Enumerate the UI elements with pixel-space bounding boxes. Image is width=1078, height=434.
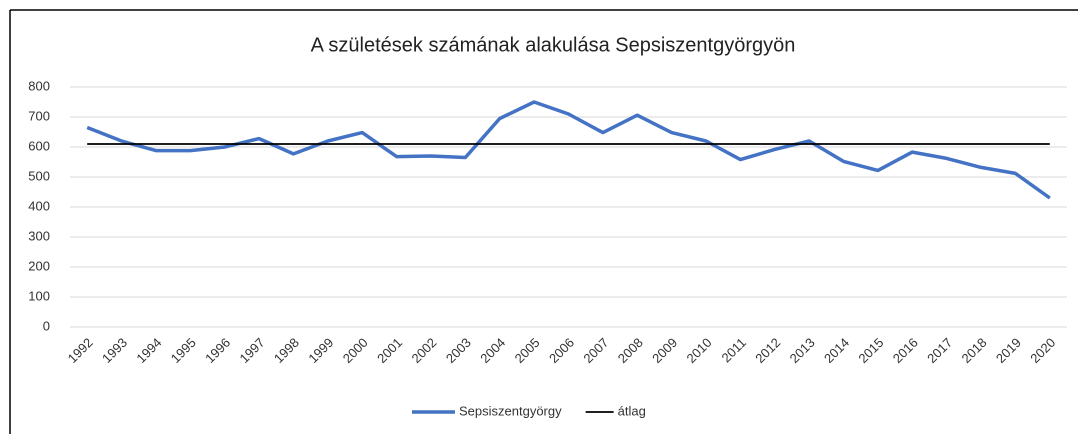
y-tick-label: 400 (28, 198, 50, 213)
y-tick-label: 300 (28, 228, 50, 243)
x-tick-label: 1996 (202, 335, 233, 366)
y-tick-label: 700 (28, 108, 50, 123)
x-tick-label: 2006 (546, 335, 577, 366)
x-tick-label: 2009 (649, 335, 680, 366)
x-tick-label: 2019 (993, 335, 1024, 366)
x-tick-label: 2011 (719, 335, 749, 365)
x-tick-label: 1999 (305, 335, 336, 366)
x-tick-label: 2003 (443, 335, 474, 366)
x-tick-label: 2015 (855, 335, 886, 366)
legend-label: Sepsiszentgyörgy (459, 403, 562, 418)
x-tick-label: 2000 (340, 335, 371, 366)
x-tick-label: 2005 (512, 335, 543, 366)
y-tick-label: 500 (28, 168, 50, 183)
x-tick-label: 2012 (752, 335, 783, 366)
legend-label: átlag (618, 403, 646, 418)
x-tick-label: 1998 (271, 335, 302, 366)
x-tick-label: 2010 (684, 335, 715, 366)
x-tick-label: 2020 (1027, 335, 1058, 366)
y-tick-label: 100 (28, 288, 50, 303)
x-tick-label: 2016 (890, 335, 921, 366)
x-tick-label: 2002 (408, 335, 439, 366)
x-tick-label: 2007 (580, 335, 611, 366)
x-tick-label: 2018 (959, 335, 990, 366)
x-tick-label: 2001 (374, 335, 405, 366)
x-tick-label: 2014 (821, 335, 852, 366)
x-tick-label: 1994 (133, 335, 164, 366)
y-tick-label: 800 (28, 78, 50, 93)
x-tick-label: 2004 (477, 335, 508, 366)
chart-title: A születések számának alakulása Sepsisze… (311, 34, 796, 56)
x-tick-label: 1995 (168, 335, 199, 366)
y-tick-label: 600 (28, 138, 50, 153)
x-tick-label: 2013 (787, 335, 818, 366)
y-tick-label: 0 (43, 318, 50, 333)
series-line (86, 100, 1051, 200)
x-tick-label: 1997 (237, 335, 268, 366)
x-tick-label: 2008 (615, 335, 646, 366)
x-tick-label: 2017 (924, 335, 955, 366)
x-tick-label: 1993 (99, 335, 130, 366)
x-tick-label: 1992 (65, 335, 96, 366)
y-tick-label: 200 (28, 258, 50, 273)
